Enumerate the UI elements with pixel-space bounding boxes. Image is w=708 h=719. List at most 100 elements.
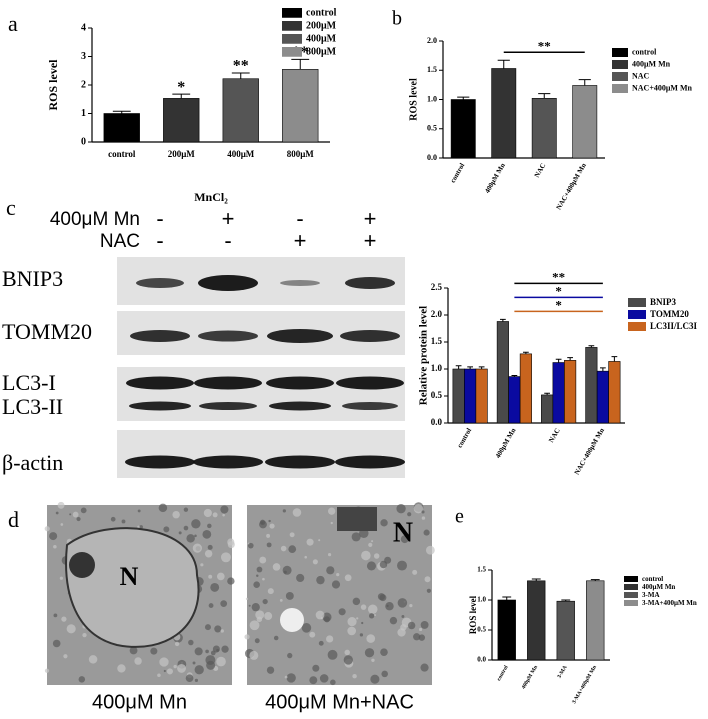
bar [596,370,609,424]
blot-band [125,455,195,469]
blot-band [129,401,191,411]
error-bar [499,318,506,322]
micrograph-texture [413,504,424,514]
legend-swatch [612,60,628,69]
micrograph-texture [259,519,266,526]
legend-label: 400μM Mn [642,583,675,591]
blot-band [198,330,258,342]
micrograph-texture [78,676,86,683]
micrograph-texture [272,563,281,571]
micrograph-texture [330,521,333,525]
y-tick-label: 1.0 [477,596,486,604]
treatment-label: NAC [100,231,140,252]
legend-label: NAC+400μM Mn [632,84,693,93]
treatment-sign: + [364,206,377,231]
blot-band [265,455,335,469]
micrograph-texture [134,657,142,665]
legend-label: NAC [632,72,650,81]
bar [572,85,598,159]
legend-swatch [612,72,628,81]
micrograph-texture [158,503,168,513]
micrograph-texture [255,610,265,620]
y-tick-label: 2.5 [431,282,443,292]
legend-swatch [282,21,302,31]
error-bar [523,351,529,354]
y-tick-label: 1.5 [477,566,486,574]
micrograph-texture [377,593,386,601]
nucleus-outline [65,527,200,648]
significance: ** [233,58,249,75]
micrograph-texture [407,621,416,630]
micrograph-texture [418,627,423,632]
micrograph-texture [315,610,325,620]
micrograph-texture [150,647,158,655]
micrograph-texture [292,508,302,517]
blot-band [266,376,334,390]
bar [564,360,577,424]
micrograph-texture [139,525,143,529]
blot-band [267,329,333,343]
micrograph-texture [421,516,426,520]
legend-label: control [632,48,657,57]
micrograph-texture [194,678,199,682]
treatment-sign: - [224,228,231,253]
micrograph-texture [253,581,260,589]
micrograph-texture [212,645,220,653]
micrograph-texture [205,655,216,666]
micrograph-texture [425,545,435,555]
micrograph-texture [336,573,340,577]
y-tick-label: 0.0 [427,153,437,162]
x-tick-label: NAC [547,427,562,444]
micrograph-texture [245,597,249,601]
micrograph-texture [364,648,375,658]
x-tick-label: control [496,664,510,682]
micrograph-texture [110,516,116,522]
micrograph-texture [262,598,268,605]
micrograph-texture [351,532,361,542]
micrograph-texture [216,656,226,667]
legend-label: 3-MA+400μM Mn [642,599,697,607]
legend-swatch [628,298,646,307]
micrograph-texture [322,612,332,622]
legend-label: 400μM [306,33,337,44]
micrograph-texture [214,625,222,633]
y-tick-label: 2 [81,79,86,90]
micrograph-texture [424,576,431,583]
blot-band [335,455,405,469]
blot-strip [117,430,405,478]
micrograph-texture [117,664,126,673]
bar [496,321,509,424]
micrograph-texture [192,661,196,665]
x-tick-label: 400μM [227,149,255,159]
y-tick-label: 0.5 [477,626,486,634]
micrograph-texture [304,555,308,559]
micrograph-texture [188,639,194,646]
micrograph-texture [216,572,225,581]
micrograph-texture [379,560,388,569]
blot-band [199,402,257,410]
micrograph-texture [49,532,58,541]
micrograph-texture [280,545,287,552]
y-tick-label: 1 [81,108,86,119]
micrograph-texture [287,652,293,659]
error-bar [590,579,600,581]
micrograph-texture [174,641,180,647]
micrograph-texture [286,673,296,683]
error-bar [511,374,518,377]
micrograph-caption: 400μM Mn [92,691,187,713]
x-tick-label: control [108,149,136,159]
micrograph-texture [244,634,250,640]
micrograph-texture [121,519,126,524]
micrograph-texture [373,553,380,559]
error-bar [172,93,191,99]
micrograph-texture [338,608,346,616]
y-tick-label: 1.5 [431,336,443,346]
micrograph-texture [44,668,50,673]
micrograph-texture [352,597,361,606]
micrograph-texture [407,512,412,517]
micrograph-texture [344,649,350,656]
micrograph-texture [259,556,267,564]
micrograph-texture [366,634,376,643]
band-label: TOMM20 [2,319,92,344]
